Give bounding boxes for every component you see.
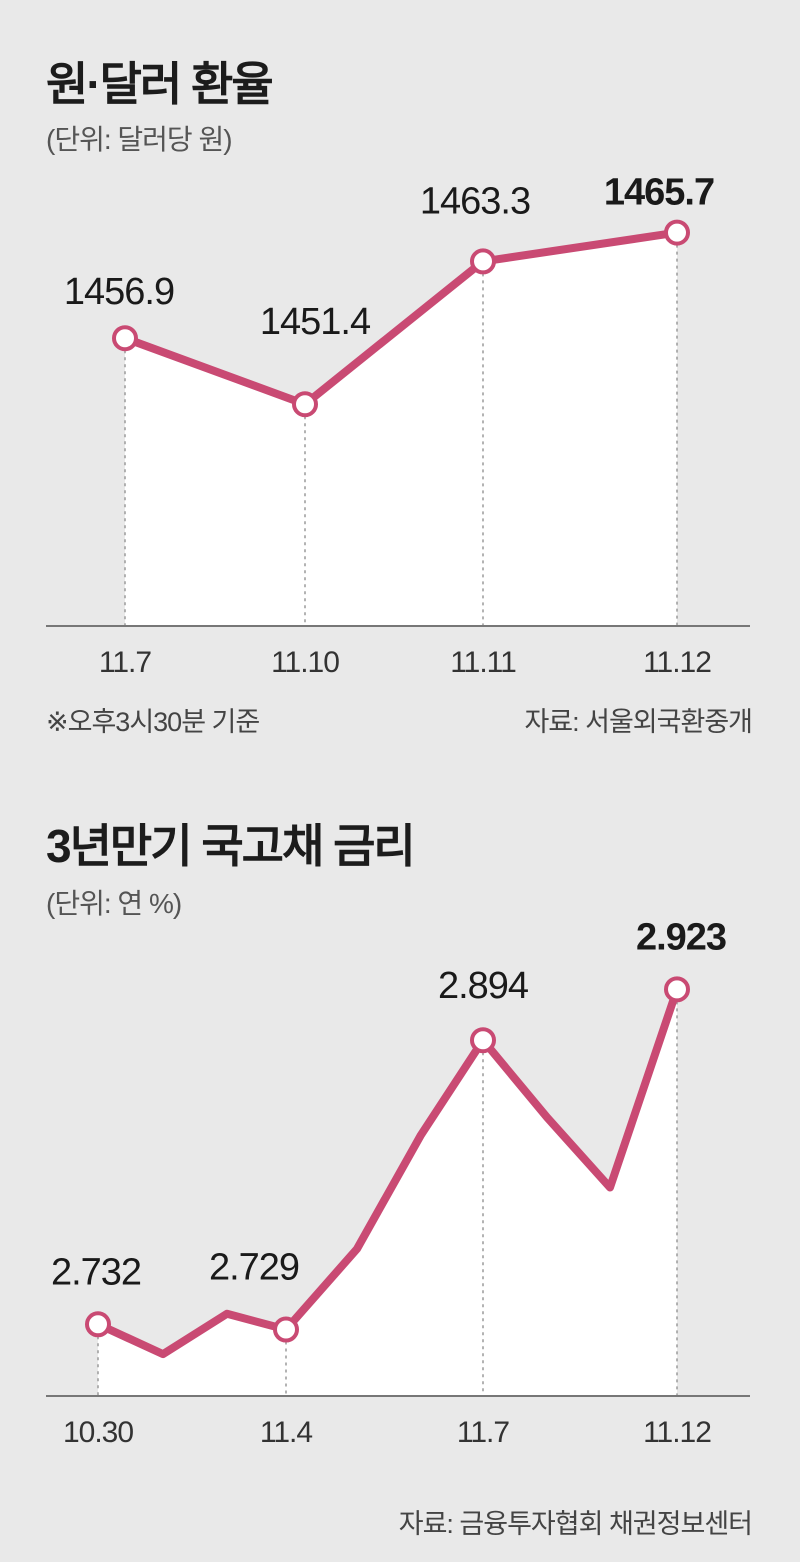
bond-yield-title: 3년만기 국고채 금리 xyxy=(46,820,416,872)
exchange-rate-source: 자료: 서울외국환중개 xyxy=(524,707,753,737)
exchange-area xyxy=(125,232,677,626)
bond-data-label: 2.894 xyxy=(438,965,529,1007)
exchange-tick-label: 11.10 xyxy=(271,646,339,679)
bond-data-label: 2.923 xyxy=(636,916,726,958)
bond-point-marker xyxy=(470,1027,496,1054)
bond-point-marker xyxy=(273,1316,299,1343)
exchange-rate-unit: (단위: 달러당 원) xyxy=(46,124,233,155)
bond-tick-label: 11.12 xyxy=(643,1416,711,1449)
exchange-series-line xyxy=(121,228,681,409)
exchange-rate-note: ※오후3시30분 기준 xyxy=(46,707,260,737)
exchange-data-label: 1451.4 xyxy=(260,301,371,343)
exchange-point-marker xyxy=(664,219,690,246)
bond-yield-unit: (단위: 연 %) xyxy=(46,888,182,919)
bond-area xyxy=(98,989,677,1396)
bond-data-label: 2.729 xyxy=(209,1247,299,1289)
bond-yield-panel: 3년만기 국고채 금리 (단위: 연 %) 2.732 2.729 2.894 2.9… xyxy=(0,760,800,1562)
exchange-data-label: 1456.9 xyxy=(64,271,174,313)
bond-series-line xyxy=(94,985,681,1359)
exchange-rate-chart: 1456.9 1451.4 1463.3 1465.7 11.7 11.10 11.11 11… xyxy=(46,172,750,679)
bond-tick-label: 11.4 xyxy=(260,1416,312,1449)
exchange-tick-label: 11.11 xyxy=(450,646,516,679)
exchange-point-marker xyxy=(292,391,318,418)
bond-yield-source: 자료: 금융투자협회 채권정보센터 xyxy=(398,1509,753,1539)
bond-data-label: 2.732 xyxy=(51,1251,141,1293)
exchange-rate-panel: 원·달러 환율 (단위: 달러당 원) 1456.9 1451.4 1463.3 14… xyxy=(0,0,800,760)
bond-point-marker xyxy=(664,976,690,1003)
exchange-data-label: 1463.3 xyxy=(420,180,530,222)
bond-point-marker xyxy=(85,1311,111,1338)
bond-tick-label: 10.30 xyxy=(63,1416,133,1449)
exchange-data-label: 1465.7 xyxy=(604,172,714,214)
bond-yield-chart: 2.732 2.729 2.894 2.923 10.30 11.4 11.7 11.12 xyxy=(46,916,750,1449)
exchange-point-marker xyxy=(470,248,496,275)
exchange-rate-title: 원·달러 환율 xyxy=(46,58,274,110)
exchange-tick-label: 11.7 xyxy=(99,646,151,679)
exchange-tick-label: 11.12 xyxy=(643,646,711,679)
exchange-point-marker xyxy=(112,325,138,352)
bond-tick-label: 11.7 xyxy=(457,1416,509,1449)
